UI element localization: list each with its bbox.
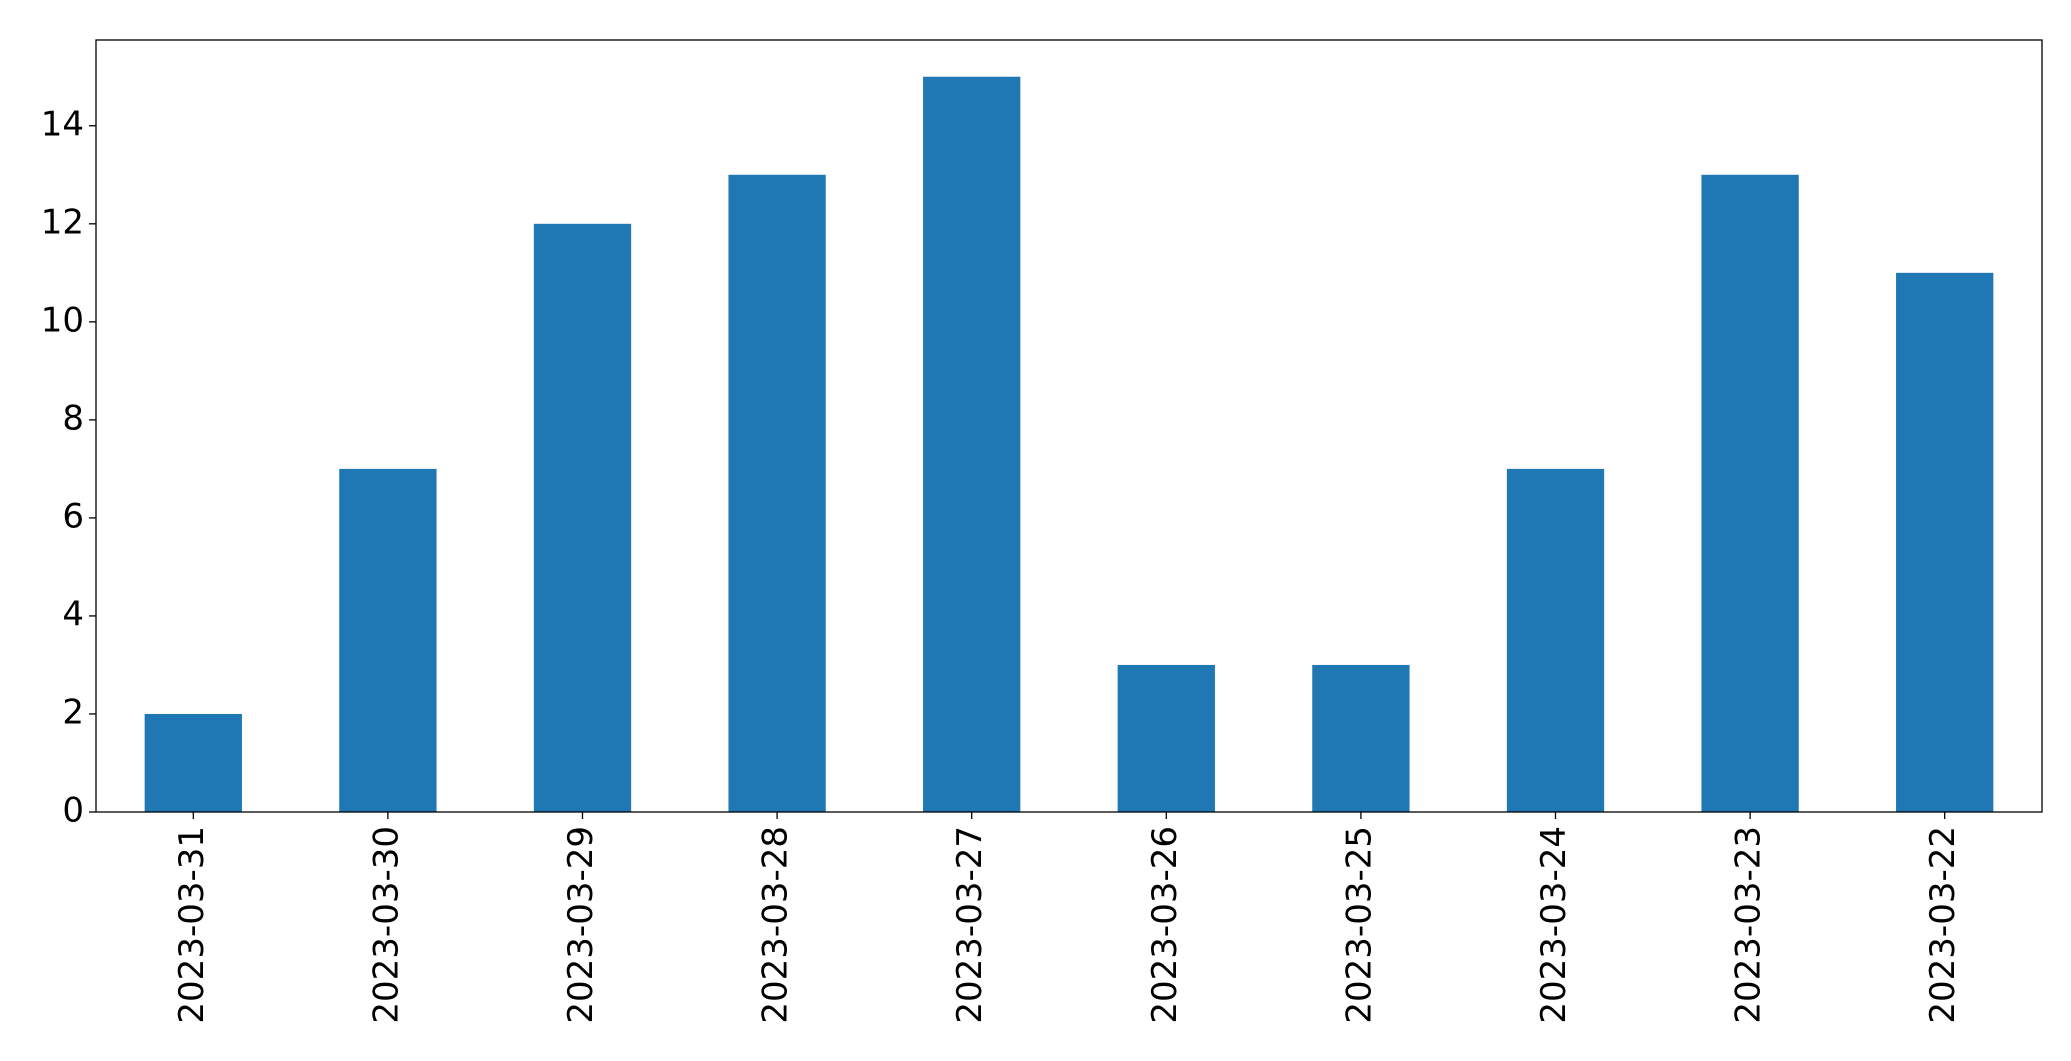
x-tick-label: 2023-03-27 [950,826,990,1024]
bar [533,223,632,813]
y-tick-label: 12 [41,202,84,242]
y-tick-label: 0 [62,791,84,831]
bar [144,713,242,812]
x-tick-label: 2023-03-30 [366,826,406,1024]
y-tick-label: 8 [62,398,84,438]
bar [1117,664,1215,812]
bar [923,76,1021,812]
x-tick-label: 2023-03-29 [561,826,601,1024]
y-tick-label: 4 [62,594,84,634]
bar [1701,174,1799,813]
x-tick-label: 2023-03-26 [1145,826,1185,1024]
bar [728,174,826,813]
x-tick-label: 2023-03-25 [1339,826,1379,1024]
x-tick-label: 2023-03-28 [756,826,796,1024]
plot-frame [95,39,2043,813]
x-tick-label: 2023-03-31 [172,826,212,1024]
y-tick-label: 6 [62,496,84,536]
bar [1506,468,1605,812]
y-tick-label: 10 [41,300,84,340]
y-tick-label: 14 [41,104,84,144]
y-tick-label: 2 [62,692,84,732]
x-tick-label: 2023-03-24 [1534,826,1574,1024]
bar [1312,664,1410,812]
bar [339,468,437,812]
x-tick-label: 2023-03-23 [1729,826,1769,1024]
bar [1896,272,1994,812]
x-tick-label: 2023-03-22 [1923,826,1963,1024]
